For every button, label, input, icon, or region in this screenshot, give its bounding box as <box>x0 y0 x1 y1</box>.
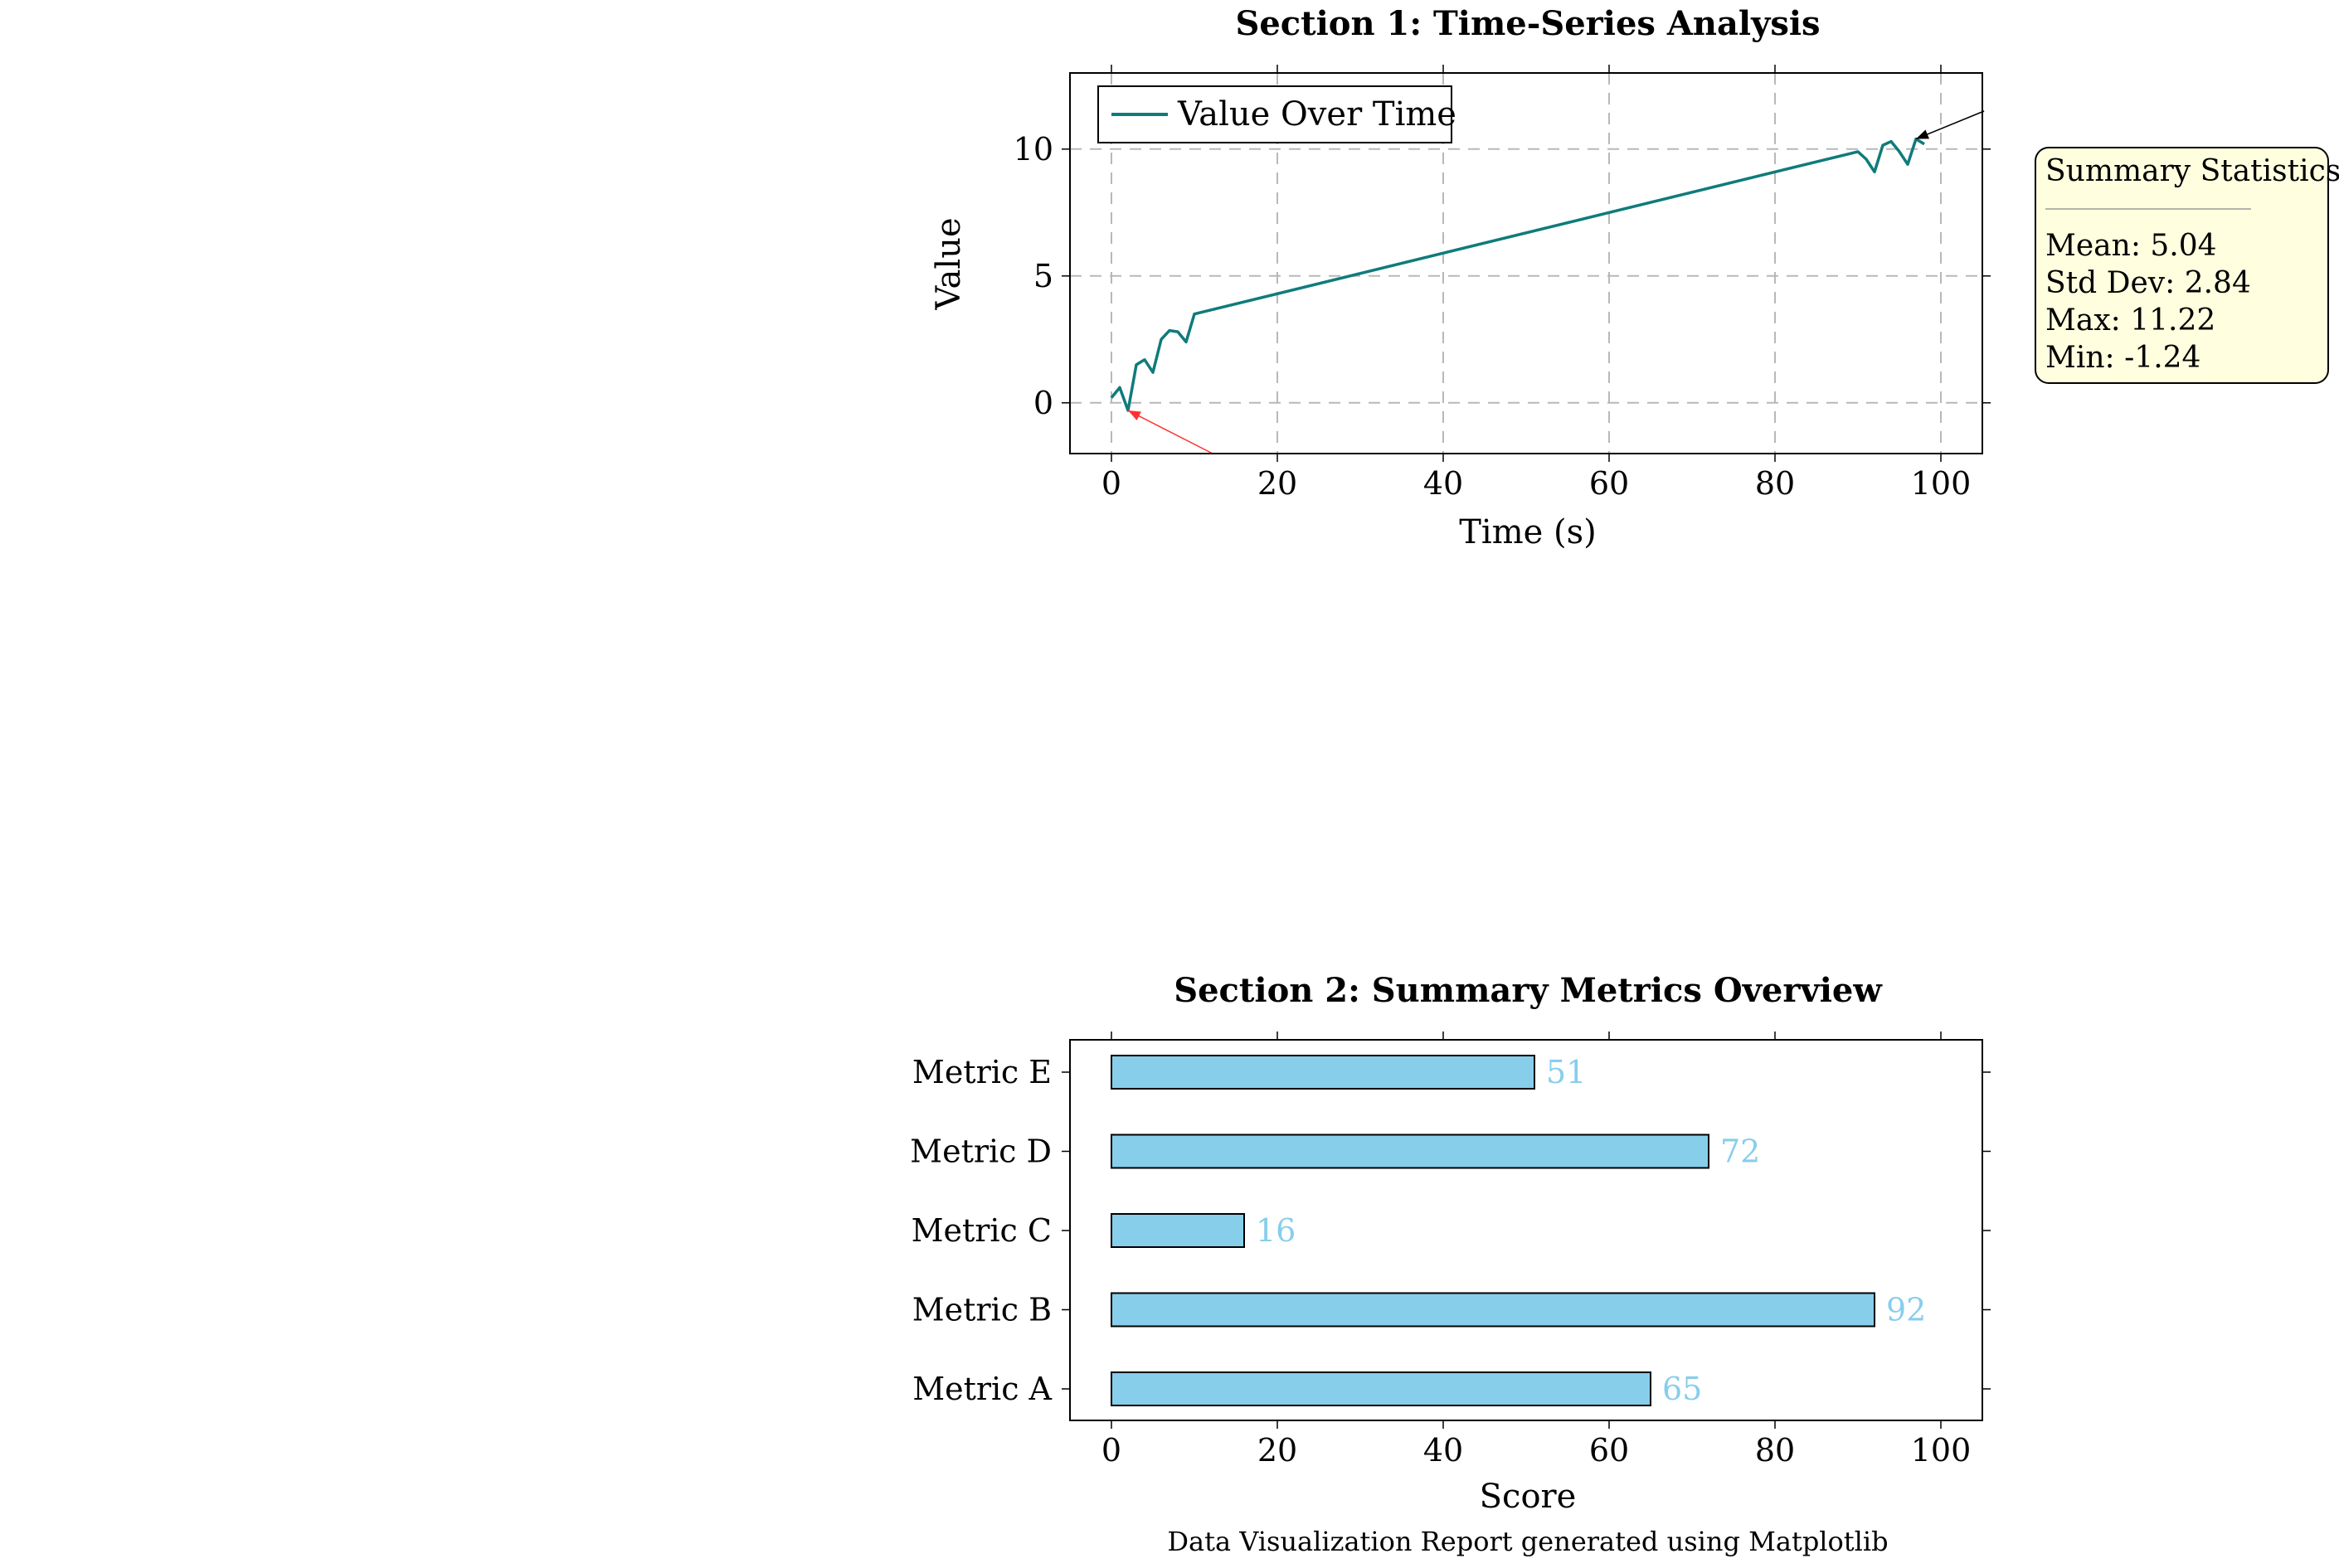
chart2-bar-value-label: 51 <box>1546 1054 1586 1090</box>
chart1-plot-frame <box>1069 72 1983 454</box>
chart2-plot-frame <box>1069 1039 1983 1421</box>
chart1-x-axis-label: Time (s) <box>1459 513 1597 551</box>
stats-min: Min: -1.24 <box>2045 341 2200 375</box>
chart2-title: Section 2: Summary Metrics Overview <box>1174 971 1883 1010</box>
chart1-y-tick-label: 0 <box>1033 385 1053 421</box>
chart2-bar-value-labels: 65 92 16 72 51 <box>1256 1054 1926 1407</box>
chart2-bar-value-label: 92 <box>1886 1292 1926 1328</box>
chart2-x-tick-label: 20 <box>1257 1432 1297 1468</box>
chart2-bar <box>1111 1371 1651 1406</box>
max-annotation-arrow <box>1915 110 1985 140</box>
chart2-category-label: Metric C <box>912 1212 1052 1249</box>
chart2-category-label: Metric E <box>912 1054 1052 1090</box>
chart2-bar-value-label: 16 <box>1256 1212 1296 1249</box>
legend-entry: Value Over Time <box>1177 95 1456 133</box>
min-annotation-arrow <box>1127 410 1213 454</box>
chart1-title: Section 1: Time-Series Analysis <box>1235 4 1820 43</box>
chart2-x-axis-label: Score <box>1480 1478 1577 1516</box>
stats-header: Summary Statistics: <box>2045 154 2339 188</box>
chart1-x-tick-label: 20 <box>1257 465 1297 502</box>
chart2-bar <box>1111 1292 1875 1328</box>
chart1-tick-labels: 0 20 40 60 80 100 0 5 10 <box>1014 131 1972 502</box>
chart2-x-tick-label: 0 <box>1101 1432 1121 1468</box>
chart1-x-tick-label: 60 <box>1589 465 1629 502</box>
chart2-tick-labels: 0 20 40 60 80 100 Metric A Metric B Metric C Metr… <box>910 1054 1971 1468</box>
chart1-series-line <box>1110 137 1925 412</box>
report-footer: Data Visualization Report generated usin… <box>1167 1526 1888 1557</box>
chart1-x-tick-label: 100 <box>1911 465 1972 502</box>
stats-std-dev: Std Dev: 2.84 <box>2045 266 2251 300</box>
chart1-y-tick-label: 10 <box>1014 131 1053 167</box>
chart2-bar-value-label: 65 <box>1662 1371 1702 1407</box>
chart2-category-label: Metric D <box>910 1134 1052 1170</box>
chart2-x-tick-label: 60 <box>1589 1432 1629 1468</box>
stats-mean: Mean: 5.04 <box>2045 229 2217 263</box>
summary-metrics-chart: Section 2: Summary Metrics Overview 0 20 4… <box>910 971 1991 1516</box>
stats-box-background <box>2035 147 2329 384</box>
chart2-x-tick-label: 40 <box>1423 1432 1463 1468</box>
chart2-category-label: Metric A <box>912 1371 1052 1407</box>
chart2-category-label: Metric B <box>912 1292 1052 1328</box>
chart1-y-axis-label: Value <box>930 217 968 310</box>
chart1-x-tick-label: 40 <box>1423 465 1463 502</box>
chart2-bar <box>1111 1055 1535 1090</box>
chart1-y-tick-label: 5 <box>1033 258 1053 294</box>
chart2-bar-value-label: 72 <box>1720 1134 1760 1170</box>
chart2-x-tick-label: 100 <box>1911 1432 1972 1468</box>
chart2-ticks <box>1062 1032 1991 1429</box>
chart1-x-tick-label: 0 <box>1101 465 1121 502</box>
chart2-x-tick-label: 80 <box>1755 1432 1795 1468</box>
summary-statistics-box: Summary Statistics: Mean: 5.04 Std Dev: … <box>2035 147 2339 384</box>
chart1-ticks <box>1062 65 1991 462</box>
chart2-bars <box>1111 1055 1875 1406</box>
chart2-bar <box>1111 1213 1245 1248</box>
chart1-annotation-arrows <box>1127 110 1985 454</box>
chart1-x-tick-label: 80 <box>1755 465 1795 502</box>
stats-max: Max: 11.22 <box>2045 303 2215 337</box>
chart2-bar <box>1111 1134 1709 1169</box>
time-series-chart: Section 1: Time-Series Analysis 0 20 40 60 8… <box>930 4 2339 551</box>
chart1-legend: Value Over Time <box>1097 85 1456 143</box>
